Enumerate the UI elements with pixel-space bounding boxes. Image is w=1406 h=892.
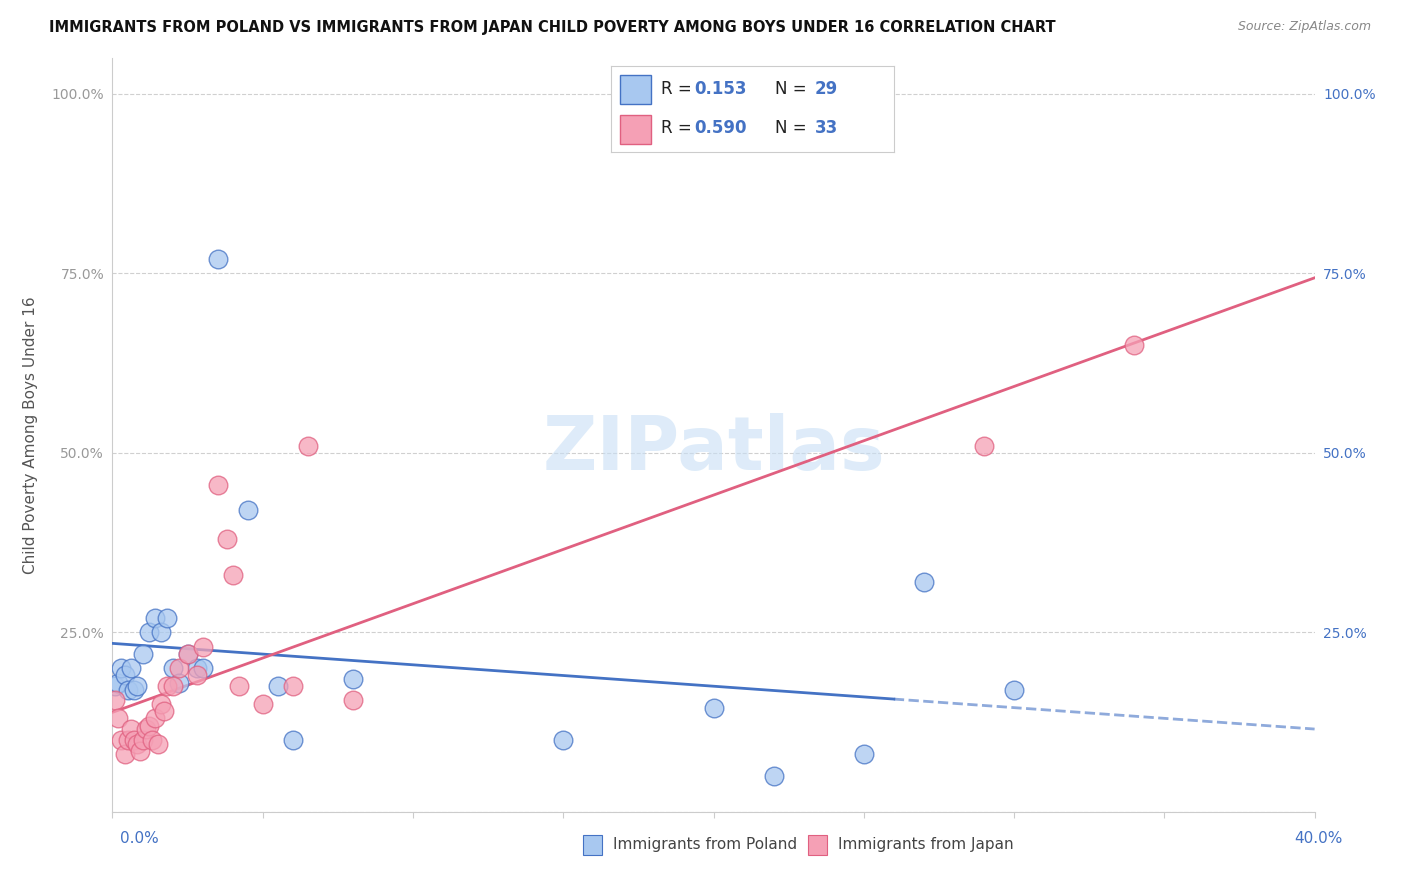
Point [186,661,208,675]
Point [155,611,177,625]
Point [122,682,145,697]
Point [143,611,166,625]
Point [281,679,304,693]
Point [228,679,250,693]
Text: 40.0%: 40.0% [1295,831,1343,846]
Point [146,737,169,751]
Point [222,567,245,582]
Point [107,675,129,690]
Point [120,722,142,736]
Text: Immigrants from Poland: Immigrants from Poland [613,838,797,852]
Point [114,668,136,682]
Point [236,503,259,517]
Point [135,722,157,736]
Point [176,647,198,661]
Point [167,675,190,690]
Point [176,647,198,661]
Point [141,733,163,747]
Text: Source: ZipAtlas.com: Source: ZipAtlas.com [1237,20,1371,33]
Point [128,744,150,758]
Point [122,733,145,747]
Point [117,682,139,697]
Point [131,733,153,747]
Point [114,747,136,762]
Point [117,733,139,747]
Point [852,747,875,762]
Point [149,697,172,711]
Point [104,679,127,693]
Point [191,640,214,654]
Point [120,661,142,675]
Point [191,661,214,675]
Point [912,574,935,589]
Point [342,693,364,707]
Point [138,625,160,640]
Point [267,679,290,693]
Point [155,679,177,693]
Point [104,693,127,707]
Point [125,737,148,751]
Text: Immigrants from Japan: Immigrants from Japan [838,838,1014,852]
Point [342,672,364,686]
Point [553,733,575,747]
Point [207,478,229,492]
Point [138,718,160,732]
Point [252,697,274,711]
Point [149,625,172,640]
Point [281,733,304,747]
Text: ZIPatlas: ZIPatlas [543,413,884,486]
Point [152,704,174,718]
Point [162,679,184,693]
Point [186,668,208,682]
Point [107,711,129,725]
Y-axis label: Child Poverty Among Boys Under 16: Child Poverty Among Boys Under 16 [22,296,38,574]
Point [703,700,725,714]
Point [125,679,148,693]
Point [973,439,995,453]
Point [162,661,184,675]
Point [110,733,132,747]
Point [215,532,238,546]
Point [110,661,132,675]
Point [131,647,153,661]
Point [143,711,166,725]
Point [297,439,319,453]
Point [762,769,785,783]
Point [1002,682,1025,697]
Point [1123,338,1146,352]
Point [167,661,190,675]
Text: 0.0%: 0.0% [120,831,159,846]
Point [207,252,229,266]
Text: IMMIGRANTS FROM POLAND VS IMMIGRANTS FROM JAPAN CHILD POVERTY AMONG BOYS UNDER 1: IMMIGRANTS FROM POLAND VS IMMIGRANTS FRO… [49,20,1056,35]
